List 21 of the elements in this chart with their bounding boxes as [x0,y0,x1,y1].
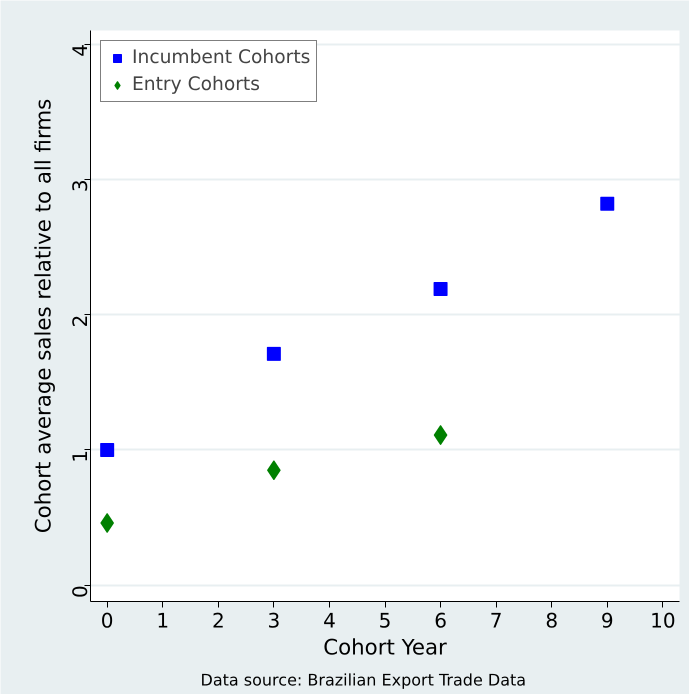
y-tick-label: 3 [68,179,92,192]
x-tick-label: 4 [323,608,336,632]
y-tick-label: 0 [68,585,92,598]
y-tick-label: 1 [68,450,92,463]
y-tick-label: 4 [68,44,92,57]
x-tick-label: 10 [650,608,676,632]
legend-label: Incumbent Cohorts [132,47,310,68]
x-tick-label: 3 [268,608,280,632]
source-note: Data source: Brazilian Export Trade Data [200,670,526,690]
x-tick-label: 5 [378,608,392,632]
x-tick-label: 2 [212,608,225,632]
x-tick-label: 7 [490,608,503,632]
y-tick-label: 2 [68,314,92,328]
x-tick-label: 0 [100,608,114,632]
legend-label: Entry Cohorts [132,74,260,95]
x-tick-label: 6 [434,608,447,632]
x-tick-label: 8 [545,608,558,632]
x-tick-label: 1 [156,608,170,632]
x-tick-label: 9 [600,608,614,632]
x-axis-title: Cohort Year [323,636,448,660]
y-axis-title: Cohort average sales relative to all firms [32,98,56,534]
